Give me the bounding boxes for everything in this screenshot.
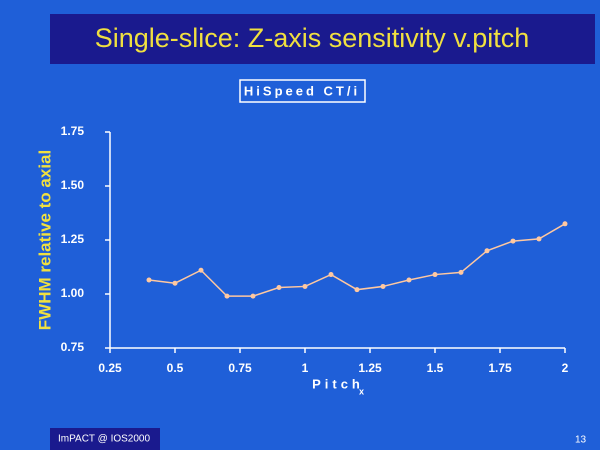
x-tick-label: 0.75 xyxy=(228,361,252,375)
x-tick-label: 0.25 xyxy=(98,361,122,375)
x-axis-label-subscript: x xyxy=(359,386,364,396)
y-tick-label: 0.75 xyxy=(61,340,85,354)
data-point xyxy=(224,293,230,299)
footer-box xyxy=(50,428,160,450)
title-bar xyxy=(50,14,595,64)
page-number: 13 xyxy=(575,435,587,446)
data-point xyxy=(276,285,282,291)
x-tick-label: 0.5 xyxy=(167,361,184,375)
x-tick-label: 1.5 xyxy=(427,361,444,375)
x-axis-label: Pitch xyxy=(312,376,364,391)
x-tick-label: 2 xyxy=(562,361,569,375)
x-tick-label: 1.25 xyxy=(358,361,382,375)
data-point xyxy=(146,277,152,283)
data-point xyxy=(354,287,360,293)
x-tick-label: 1.75 xyxy=(488,361,512,375)
data-point xyxy=(510,238,516,244)
x-tick-label: 1 xyxy=(302,361,309,375)
y-tick-label: 1.75 xyxy=(61,124,85,138)
data-point xyxy=(562,221,568,227)
y-tick-label: 1.00 xyxy=(61,286,85,300)
data-point xyxy=(406,277,412,283)
data-point xyxy=(432,272,438,278)
data-point xyxy=(458,269,464,275)
subtitle-box xyxy=(239,79,366,103)
data-point xyxy=(536,236,542,242)
data-point xyxy=(328,272,334,278)
data-point xyxy=(302,283,308,289)
data-point xyxy=(198,267,204,273)
data-point xyxy=(484,248,490,254)
chart-subtitle: HiSpeed CT/i xyxy=(244,83,360,98)
footer-label: ImPACT @ IOS2000 xyxy=(58,434,150,445)
data-point xyxy=(380,283,386,289)
data-point xyxy=(172,280,178,286)
chart-title: Single-slice: Z-axis sensitivity v.pitch xyxy=(95,23,530,53)
y-axis-label: FWHM relative to axial xyxy=(35,150,54,330)
data-point xyxy=(250,293,256,299)
y-tick-label: 1.50 xyxy=(61,178,85,192)
y-tick-label: 1.25 xyxy=(61,232,85,246)
